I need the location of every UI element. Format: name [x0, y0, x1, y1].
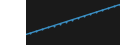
Bar: [0, 0, 26, 45]
